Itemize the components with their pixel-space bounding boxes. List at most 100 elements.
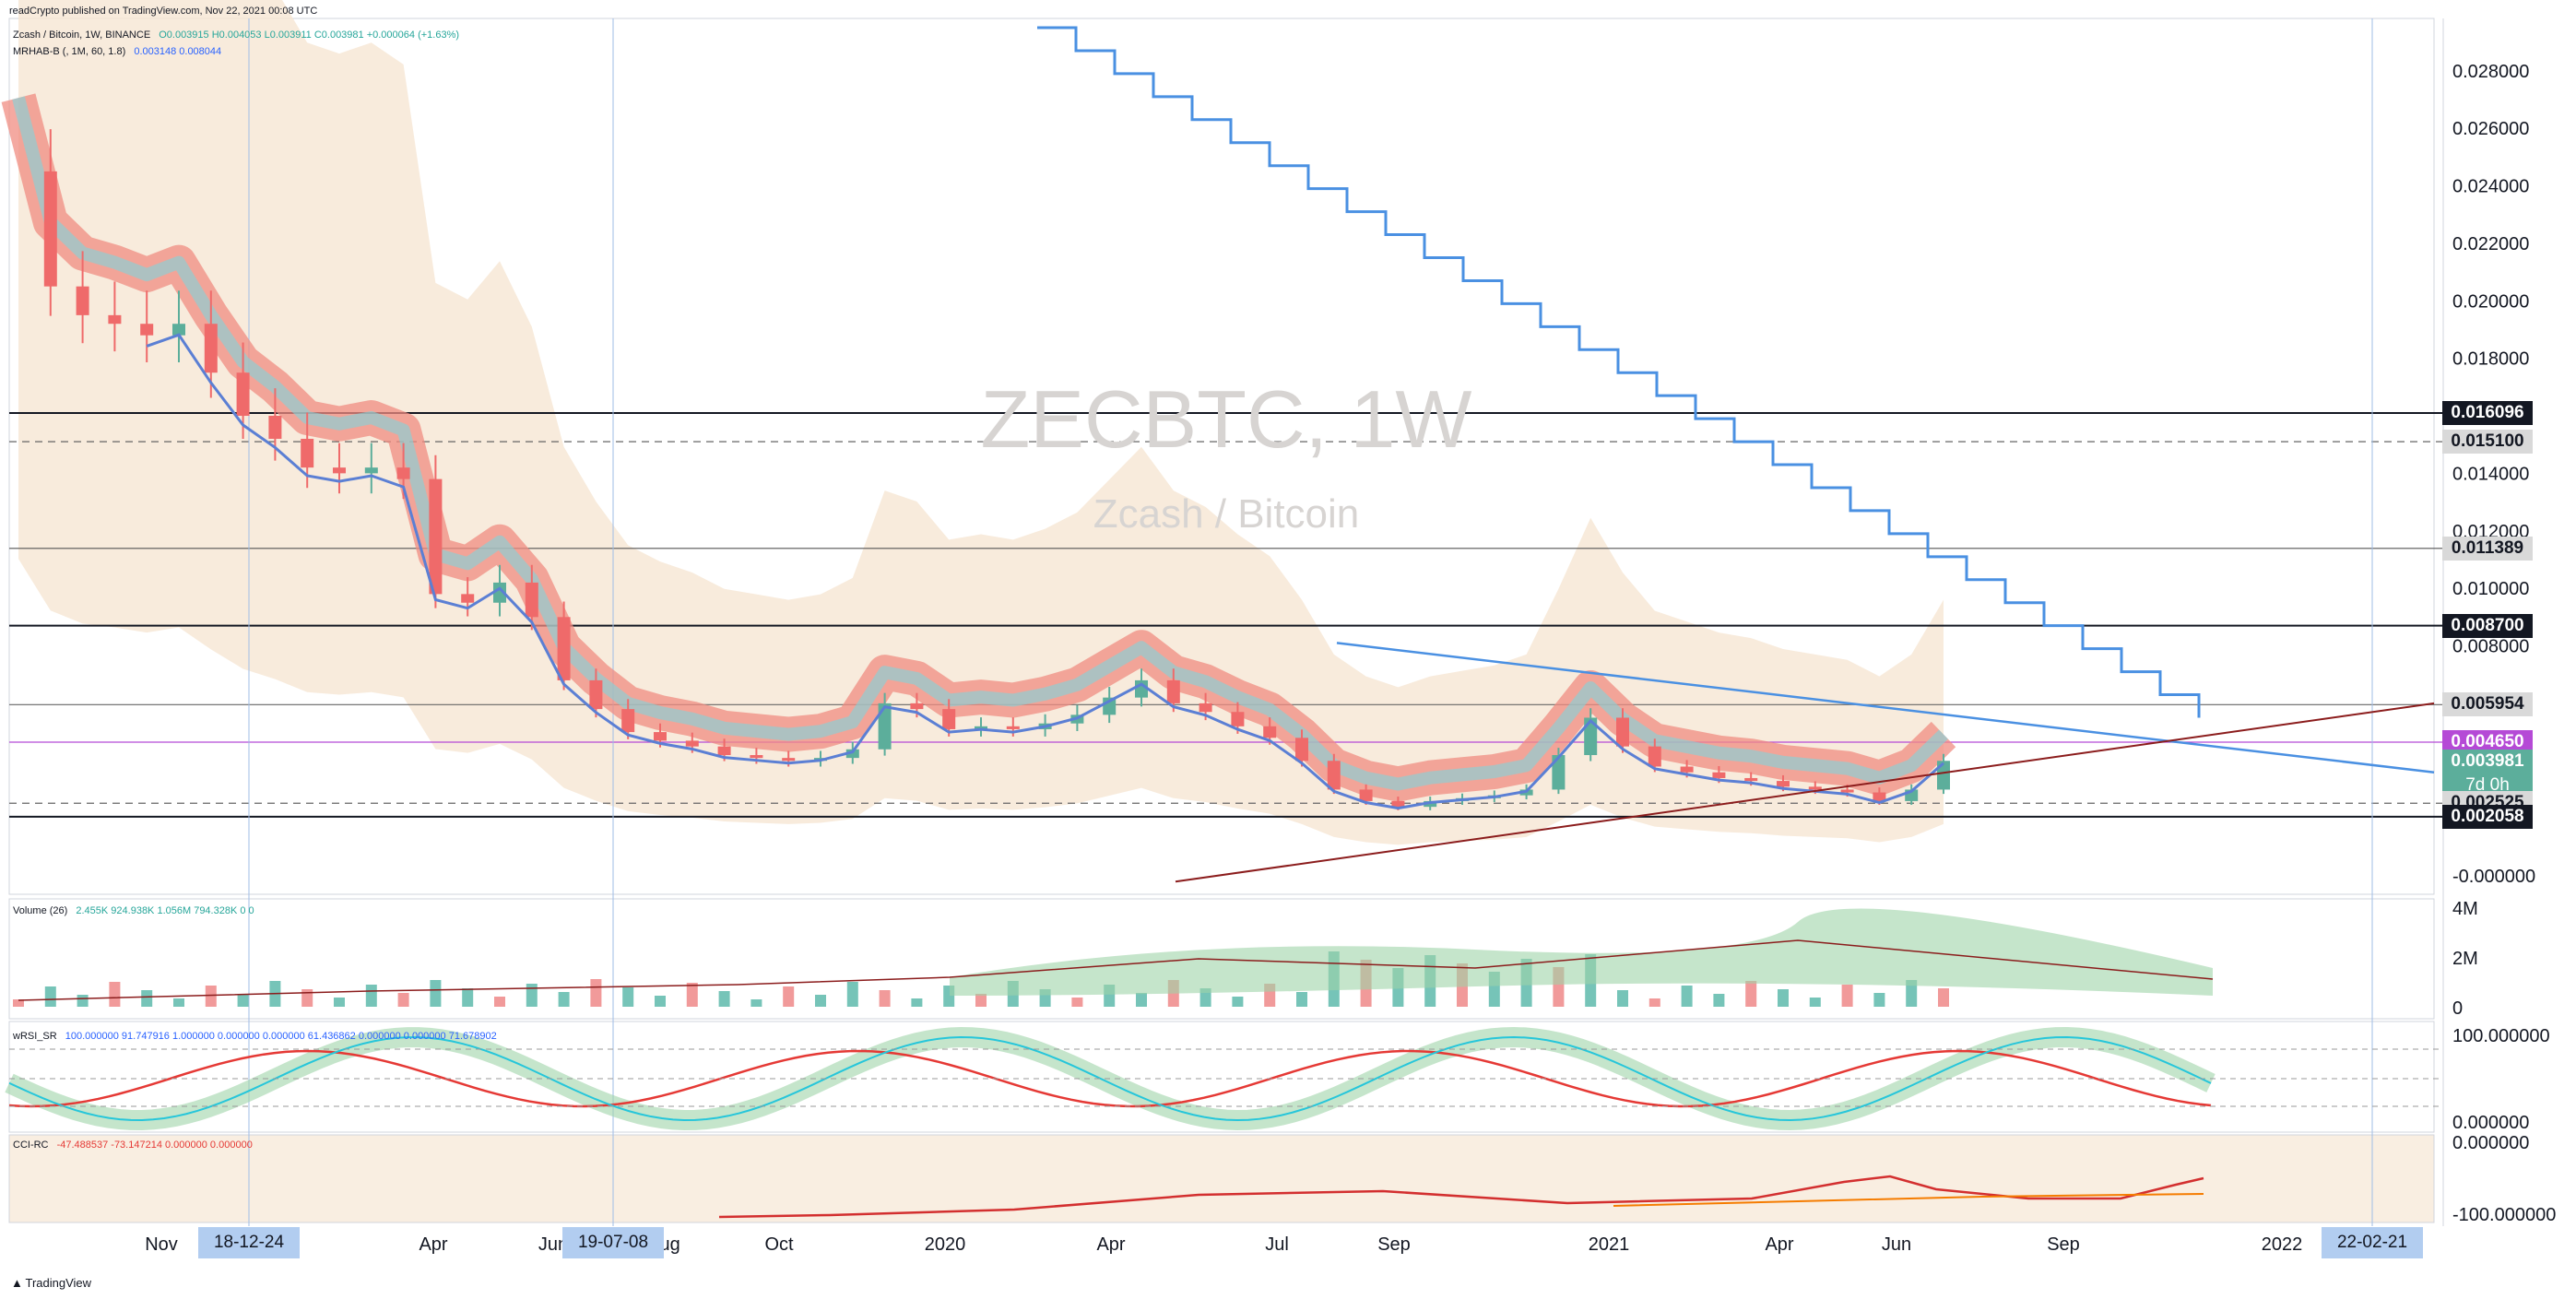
volume-bar xyxy=(1745,981,1757,1007)
volume-bar xyxy=(13,999,24,1007)
volume-y-tick: 0 xyxy=(2452,998,2463,1019)
candle-body xyxy=(1712,772,1726,778)
wrsi-y-tick: 100.000000 xyxy=(2452,1026,2550,1046)
x-tick-label: Sep xyxy=(1377,1234,1411,1255)
candle-body xyxy=(910,703,924,710)
descending-trendline xyxy=(1336,642,2435,773)
indicator-legend[interactable]: MRHAB-B (, 1M, 60, 1.8) 0.003148 0.00804… xyxy=(13,46,227,57)
x-tick-label: Oct xyxy=(764,1234,794,1255)
candle-body xyxy=(1295,738,1308,762)
date-tag[interactable]: 18-12-24 xyxy=(198,1227,300,1258)
candle-body xyxy=(1359,789,1373,801)
volume-bar xyxy=(815,995,826,1007)
candle-body xyxy=(1231,712,1245,726)
volume-bar xyxy=(44,986,56,1007)
x-tick-label: Jun xyxy=(1882,1234,1911,1255)
volume-title: Volume (26) xyxy=(13,905,68,916)
candle-body xyxy=(1616,717,1629,747)
monthly-step-line xyxy=(1037,26,2201,718)
volume-bar xyxy=(205,986,217,1007)
y-tick-label: 0.010000 xyxy=(2452,579,2529,599)
volume-bar xyxy=(1713,994,1725,1007)
volume-bar xyxy=(1136,993,1147,1007)
price-tag[interactable]: 0.016096 xyxy=(2442,401,2533,426)
symbol-name: Zcash / Bitcoin, 1W, BINANCE xyxy=(13,30,151,41)
volume-legend[interactable]: Volume (26) 2.455K 924.938K 1.056M 794.3… xyxy=(13,905,260,916)
y-tick-label: 0.026000 xyxy=(2452,119,2529,139)
candle-body xyxy=(1584,717,1598,756)
candle-body xyxy=(1166,679,1180,703)
volume-bar xyxy=(1232,997,1244,1007)
price-tag[interactable]: 0.003981 7d 0h xyxy=(2442,749,2533,797)
blue-ma-line xyxy=(146,333,1944,810)
candle-body xyxy=(845,749,859,759)
candle-body xyxy=(268,416,282,439)
cci-y-tick: 0.000000 xyxy=(2452,1133,2529,1153)
cci-red-line xyxy=(718,1175,2204,1219)
x-tick-label: 2022 xyxy=(2262,1234,2303,1255)
volume-bar xyxy=(173,998,184,1007)
publish-info: readCrypto published on TradingView.com,… xyxy=(9,6,318,17)
y-tick-label: 0.022000 xyxy=(2452,234,2529,254)
volume-bar xyxy=(365,985,377,1007)
y-tick-label: 0.028000 xyxy=(2452,62,2529,82)
y-tick-label: 0.020000 xyxy=(2452,291,2529,312)
cci-legend[interactable]: CCI-RC -47.488537 -73.147214 0.000000 0.… xyxy=(13,1140,258,1151)
tradingview-logo[interactable]: ▲ TradingView xyxy=(11,1276,91,1290)
candle-body xyxy=(301,438,314,468)
candle-body xyxy=(750,755,763,759)
candle-body xyxy=(975,726,987,729)
price-tag[interactable]: 0.011389 xyxy=(2442,536,2533,561)
volume-bar xyxy=(237,994,249,1007)
volume-bar xyxy=(397,993,409,1007)
volume-bar xyxy=(141,990,153,1007)
candle-body xyxy=(1199,703,1212,713)
volume-bar xyxy=(1841,985,1853,1007)
volume-bar xyxy=(590,979,602,1007)
volume-bar xyxy=(1296,992,1307,1007)
candle-body xyxy=(589,679,603,710)
wrsi-y-tick: 0.000000 xyxy=(2452,1113,2529,1133)
volume-bar xyxy=(718,991,730,1007)
volume-bar xyxy=(975,994,987,1007)
ohlc-values: O0.003915 H0.004053 L0.003911 C0.003981 … xyxy=(159,30,460,41)
x-tick-label: Nov xyxy=(145,1234,178,1255)
volume-ma-line xyxy=(18,939,2214,1001)
price-tag[interactable]: 0.008700 xyxy=(2442,613,2533,638)
wrsi-values: 100.000000 91.747916 1.000000 0.000000 0… xyxy=(65,1031,497,1042)
price-tag[interactable]: 0.002058 xyxy=(2442,804,2533,829)
volume-bar xyxy=(462,988,474,1007)
volume-bar xyxy=(334,998,345,1007)
candle-body xyxy=(654,732,667,741)
candle-body xyxy=(1648,746,1661,767)
price-tag[interactable]: 0.005954 xyxy=(2442,692,2533,717)
date-tag[interactable]: 22-02-21 xyxy=(2322,1227,2423,1258)
candle-body xyxy=(204,324,218,373)
volume-bar xyxy=(1681,986,1693,1007)
cci-y-tick: -100.000000 xyxy=(2452,1205,2556,1225)
bar-countdown: 7d 0h xyxy=(2465,774,2510,795)
price-tag[interactable]: 0.015100 xyxy=(2442,430,2533,455)
volume-bar xyxy=(846,982,858,1007)
wrsi-legend[interactable]: wRSI_SR 100.000000 91.747916 1.000000 0.… xyxy=(13,1031,502,1042)
last-price: 0.003981 xyxy=(2451,750,2524,771)
volume-bar xyxy=(655,996,666,1007)
symbol-legend[interactable]: Zcash / Bitcoin, 1W, BINANCE O0.003915 H… xyxy=(13,30,465,41)
wrsi-title: wRSI_SR xyxy=(13,1031,57,1042)
volume-bar xyxy=(109,982,121,1007)
cci-values: -47.488537 -73.147214 0.000000 0.000000 xyxy=(56,1140,253,1151)
volume-bar xyxy=(1873,993,1885,1007)
x-tick-label: Jun xyxy=(538,1234,568,1255)
candle-body xyxy=(1744,777,1758,782)
x-tick-label: Apr xyxy=(1096,1234,1125,1255)
candle-body xyxy=(1263,726,1277,738)
chart-icon: ▲ xyxy=(11,1276,26,1290)
volume-bars xyxy=(13,951,1949,1007)
volume-bar xyxy=(430,980,442,1007)
candle-body xyxy=(461,594,475,603)
candle-body xyxy=(1808,786,1822,790)
volume-bar xyxy=(77,995,89,1007)
date-tag[interactable]: 19-07-08 xyxy=(562,1227,664,1258)
candle-body xyxy=(108,314,122,325)
